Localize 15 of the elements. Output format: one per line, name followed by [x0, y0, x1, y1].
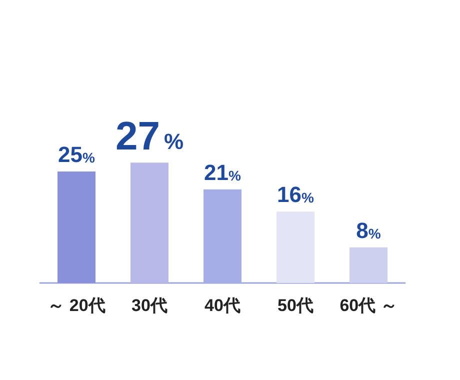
x-tick-label: 40代 [204, 296, 240, 315]
x-tick-label: 60代 ～ [340, 296, 398, 315]
x-tick-label: 50代 [278, 296, 314, 315]
bar [350, 247, 388, 283]
data-label: 25% [58, 142, 96, 168]
bar [58, 172, 96, 283]
x-tick-label: 30代 [132, 296, 168, 315]
data-label: 8% [356, 218, 382, 243]
bar [276, 212, 314, 283]
data-label: 27% [115, 114, 184, 159]
x-tick-label: ～ 20代 [48, 296, 106, 315]
bar [204, 189, 242, 283]
data-label: 21% [204, 160, 242, 185]
data-label: 16% [277, 182, 315, 208]
bar [130, 162, 168, 283]
